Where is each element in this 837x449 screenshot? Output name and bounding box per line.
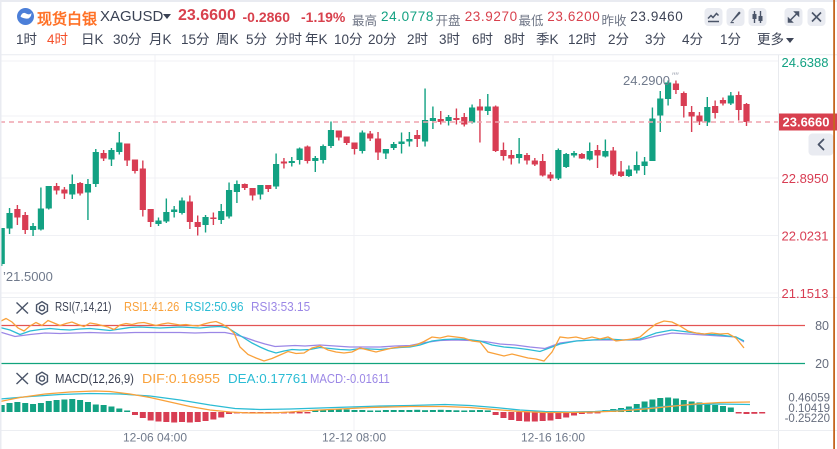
svg-text:12-06 04:00: 12-06 04:00: [123, 431, 187, 445]
svg-text:20: 20: [815, 357, 829, 371]
svg-text:22.0231: 22.0231: [782, 228, 829, 243]
svg-text:24.6388: 24.6388: [782, 55, 829, 70]
svg-text:′′′′: ′′′′: [672, 71, 679, 81]
svg-text:0.10419: 0.10419: [788, 403, 830, 415]
svg-text:23.6660: 23.6660: [783, 115, 830, 130]
svg-text:’21.5000: ’21.5000: [3, 269, 53, 284]
svg-text:80: 80: [815, 319, 829, 333]
svg-text:12-16 16:00: 12-16 16:00: [521, 431, 585, 445]
svg-text:24.2900: 24.2900: [623, 73, 670, 88]
svg-text:22.8950: 22.8950: [782, 171, 829, 186]
svg-text:21.1513: 21.1513: [782, 286, 829, 301]
svg-text:12-12 08:00: 12-12 08:00: [322, 431, 386, 445]
svg-text:0.46059: 0.46059: [788, 393, 830, 405]
svg-text:-0.25220: -0.25220: [785, 413, 830, 425]
